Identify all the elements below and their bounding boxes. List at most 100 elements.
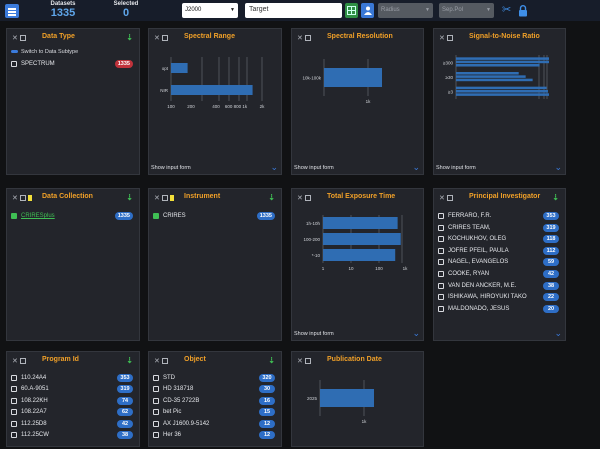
bookmark-icon[interactable] bbox=[170, 195, 174, 201]
minimize-icon[interactable] bbox=[162, 195, 168, 201]
show-input-form-link[interactable]: Show input form bbox=[436, 165, 476, 171]
checkbox[interactable] bbox=[153, 375, 159, 381]
checkbox[interactable] bbox=[11, 397, 17, 404]
scissors-icon[interactable]: ✂ bbox=[502, 4, 512, 16]
checkbox[interactable] bbox=[438, 236, 444, 243]
exposure-time-chart[interactable]: 1h-10h 100-200 *-10 1 10 100 1k bbox=[292, 211, 423, 291]
close-icon[interactable]: ✕ bbox=[297, 358, 303, 365]
filter-icon[interactable]: ⇣ bbox=[126, 356, 133, 365]
list-item[interactable]: JOFRE PFEIL, PAULA 112 bbox=[438, 246, 559, 256]
checkbox[interactable] bbox=[153, 213, 159, 219]
chevron-down-icon[interactable]: ⌄ bbox=[412, 328, 420, 338]
list-item[interactable]: Her 36 12 bbox=[153, 431, 275, 440]
minimize-icon[interactable] bbox=[162, 35, 168, 41]
list-item[interactable]: ISHIKAWA, HIROYUKI TAKO 22 bbox=[438, 293, 559, 302]
minimize-icon[interactable] bbox=[162, 358, 168, 364]
checkbox[interactable] bbox=[153, 420, 159, 427]
minimize-icon[interactable] bbox=[305, 358, 311, 364]
close-icon[interactable]: ✕ bbox=[12, 35, 18, 42]
list-item[interactable]: NAGEL, EVANGELOS 59 bbox=[438, 258, 559, 267]
show-input-form-link[interactable]: Show input form bbox=[294, 165, 334, 171]
target-input[interactable]: Target bbox=[245, 3, 342, 18]
minimize-icon[interactable] bbox=[305, 195, 311, 201]
chevron-down-icon[interactable]: ⌄ bbox=[270, 162, 278, 172]
list-item[interactable]: 110.24A4 353 bbox=[11, 374, 133, 383]
checkbox[interactable] bbox=[153, 397, 159, 404]
filter-icon[interactable]: ⇣ bbox=[552, 193, 559, 202]
checkbox[interactable] bbox=[438, 213, 444, 219]
close-icon[interactable]: ✕ bbox=[154, 35, 160, 42]
close-icon[interactable]: ✕ bbox=[439, 35, 445, 42]
list-item[interactable]: CRIRESplus 1335 bbox=[11, 212, 133, 221]
list-item[interactable]: FERRARO, F.R. 353 bbox=[438, 212, 559, 221]
checkbox[interactable] bbox=[438, 282, 444, 289]
spectral-range-chart[interactable]: opt NIR 100 200 400 600 800 1k 2k bbox=[149, 51, 281, 131]
item-label[interactable]: CRIRESplus bbox=[21, 213, 55, 219]
minimize-icon[interactable] bbox=[447, 195, 453, 201]
bookmark-icon[interactable] bbox=[28, 195, 32, 201]
checkbox[interactable] bbox=[11, 409, 17, 416]
list-item[interactable]: CD-35 2722B 16 bbox=[153, 396, 275, 406]
filter-icon[interactable]: ⇣ bbox=[126, 33, 133, 42]
checkbox[interactable] bbox=[438, 247, 444, 254]
close-icon[interactable]: ✕ bbox=[439, 195, 445, 202]
show-input-form-link[interactable]: Show input form bbox=[294, 331, 334, 337]
checkbox[interactable] bbox=[438, 294, 444, 301]
close-icon[interactable]: ✕ bbox=[154, 358, 160, 365]
checkbox[interactable] bbox=[11, 375, 17, 381]
list-item[interactable]: KOCHUKHOV, OLEG 118 bbox=[438, 235, 559, 244]
checkbox[interactable] bbox=[153, 386, 159, 393]
menu-button[interactable] bbox=[5, 4, 19, 18]
list-item[interactable]: bet Pic 15 bbox=[153, 408, 275, 417]
sep-pol-select[interactable]: Sep.Pol ▼ bbox=[439, 3, 494, 18]
checkbox[interactable] bbox=[438, 305, 444, 312]
close-icon[interactable]: ✕ bbox=[154, 195, 160, 202]
chevron-down-icon[interactable]: ⌄ bbox=[554, 162, 562, 172]
minimize-icon[interactable] bbox=[20, 195, 26, 201]
checkbox[interactable] bbox=[438, 271, 444, 277]
close-icon[interactable]: ✕ bbox=[12, 195, 18, 202]
minimize-icon[interactable] bbox=[447, 35, 453, 41]
minimize-icon[interactable] bbox=[20, 35, 26, 41]
checkbox[interactable] bbox=[11, 61, 17, 67]
resolve-target-button[interactable] bbox=[345, 3, 358, 18]
filter-icon[interactable]: ⇣ bbox=[126, 193, 133, 202]
minimize-icon[interactable] bbox=[20, 358, 26, 364]
checkbox[interactable] bbox=[153, 409, 159, 416]
list-item[interactable]: 60.A-9051 319 bbox=[11, 385, 133, 394]
spectral-resolution-chart[interactable]: 10k-100k 1k bbox=[292, 51, 423, 131]
checkbox[interactable] bbox=[438, 224, 444, 231]
list-item[interactable]: STD 320 bbox=[153, 374, 275, 383]
list-item[interactable]: CRIRES 1335 bbox=[153, 212, 275, 221]
filter-icon[interactable]: ⇣ bbox=[268, 193, 275, 202]
minimize-icon[interactable] bbox=[305, 35, 311, 41]
checkbox[interactable] bbox=[11, 386, 17, 393]
filter-icon[interactable]: ⇣ bbox=[268, 356, 275, 365]
chevron-down-icon[interactable]: ⌄ bbox=[554, 328, 562, 338]
list-item[interactable]: MALDONADO, JESUS 20 bbox=[438, 304, 559, 314]
list-item[interactable]: SPECTRUM 1335 bbox=[11, 60, 133, 69]
close-icon[interactable]: ✕ bbox=[297, 35, 303, 42]
list-item[interactable]: HD 318718 30 bbox=[153, 385, 275, 394]
show-input-form-link[interactable]: Show input form bbox=[151, 165, 191, 171]
epoch-select[interactable]: J2000 ▼ bbox=[182, 3, 238, 18]
subtype-switch[interactable]: Switch to Data Subtype bbox=[11, 49, 78, 55]
checkbox[interactable] bbox=[11, 432, 17, 438]
list-item[interactable]: 108.22A7 62 bbox=[11, 408, 133, 417]
snr-chart[interactable]: ≥300 ≥30 ≥3 bbox=[434, 51, 565, 131]
checkbox[interactable] bbox=[153, 432, 159, 438]
list-item[interactable]: 112.25D8 42 bbox=[11, 419, 133, 429]
user-button[interactable] bbox=[361, 3, 374, 18]
checkbox[interactable] bbox=[11, 213, 17, 219]
lock-icon[interactable] bbox=[518, 3, 528, 22]
list-item[interactable]: 108.22KH 74 bbox=[11, 396, 133, 406]
chevron-down-icon[interactable]: ⌄ bbox=[412, 162, 420, 172]
close-icon[interactable]: ✕ bbox=[297, 195, 303, 202]
checkbox[interactable] bbox=[438, 259, 444, 266]
list-item[interactable]: AX J1600.9-5142 12 bbox=[153, 419, 275, 429]
checkbox[interactable] bbox=[11, 420, 17, 427]
list-item[interactable]: COOKE, RYAN 42 bbox=[438, 270, 559, 279]
list-item[interactable]: CRIRES TEAM, 319 bbox=[438, 223, 559, 233]
close-icon[interactable]: ✕ bbox=[12, 358, 18, 365]
list-item[interactable]: 112.25CW 38 bbox=[11, 431, 133, 440]
